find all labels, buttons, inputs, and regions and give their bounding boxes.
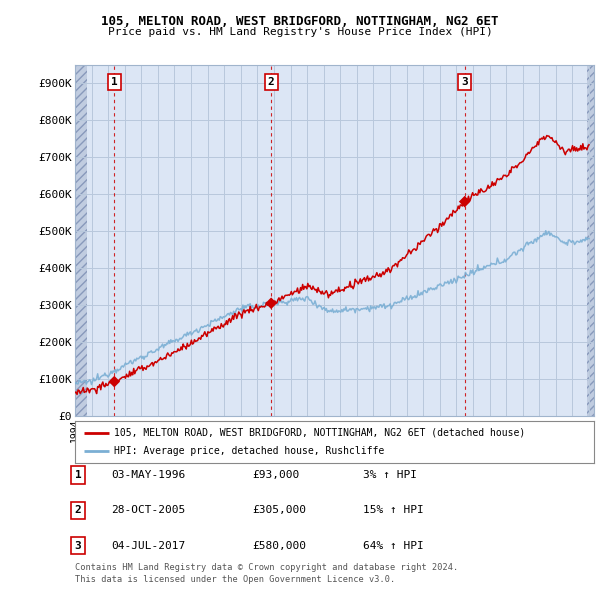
- Text: Price paid vs. HM Land Registry's House Price Index (HPI): Price paid vs. HM Land Registry's House …: [107, 27, 493, 37]
- Point: [109, 377, 119, 386]
- Text: £305,000: £305,000: [252, 506, 306, 515]
- Text: Contains HM Land Registry data © Crown copyright and database right 2024.: Contains HM Land Registry data © Crown c…: [75, 563, 458, 572]
- Text: 3% ↑ HPI: 3% ↑ HPI: [363, 470, 417, 480]
- Text: £580,000: £580,000: [252, 541, 306, 550]
- Text: 03-MAY-1996: 03-MAY-1996: [111, 470, 185, 480]
- Text: 15% ↑ HPI: 15% ↑ HPI: [363, 506, 424, 515]
- Point: [266, 299, 276, 308]
- Text: 3: 3: [461, 77, 468, 87]
- Text: 64% ↑ HPI: 64% ↑ HPI: [363, 541, 424, 550]
- Text: HPI: Average price, detached house, Rushcliffe: HPI: Average price, detached house, Rush…: [114, 446, 384, 456]
- Text: 1: 1: [111, 77, 118, 87]
- Point: [460, 197, 469, 206]
- Text: This data is licensed under the Open Government Licence v3.0.: This data is licensed under the Open Gov…: [75, 575, 395, 584]
- Text: 28-OCT-2005: 28-OCT-2005: [111, 506, 185, 515]
- Text: 3: 3: [74, 541, 82, 550]
- Text: 105, MELTON ROAD, WEST BRIDGFORD, NOTTINGHAM, NG2 6ET (detached house): 105, MELTON ROAD, WEST BRIDGFORD, NOTTIN…: [114, 428, 525, 438]
- Bar: [75, 65, 86, 416]
- Text: £93,000: £93,000: [252, 470, 299, 480]
- Text: 2: 2: [74, 506, 82, 515]
- Bar: [587, 65, 594, 416]
- Text: 2: 2: [268, 77, 275, 87]
- Text: 105, MELTON ROAD, WEST BRIDGFORD, NOTTINGHAM, NG2 6ET: 105, MELTON ROAD, WEST BRIDGFORD, NOTTIN…: [101, 15, 499, 28]
- Text: 04-JUL-2017: 04-JUL-2017: [111, 541, 185, 550]
- Text: 1: 1: [74, 470, 82, 480]
